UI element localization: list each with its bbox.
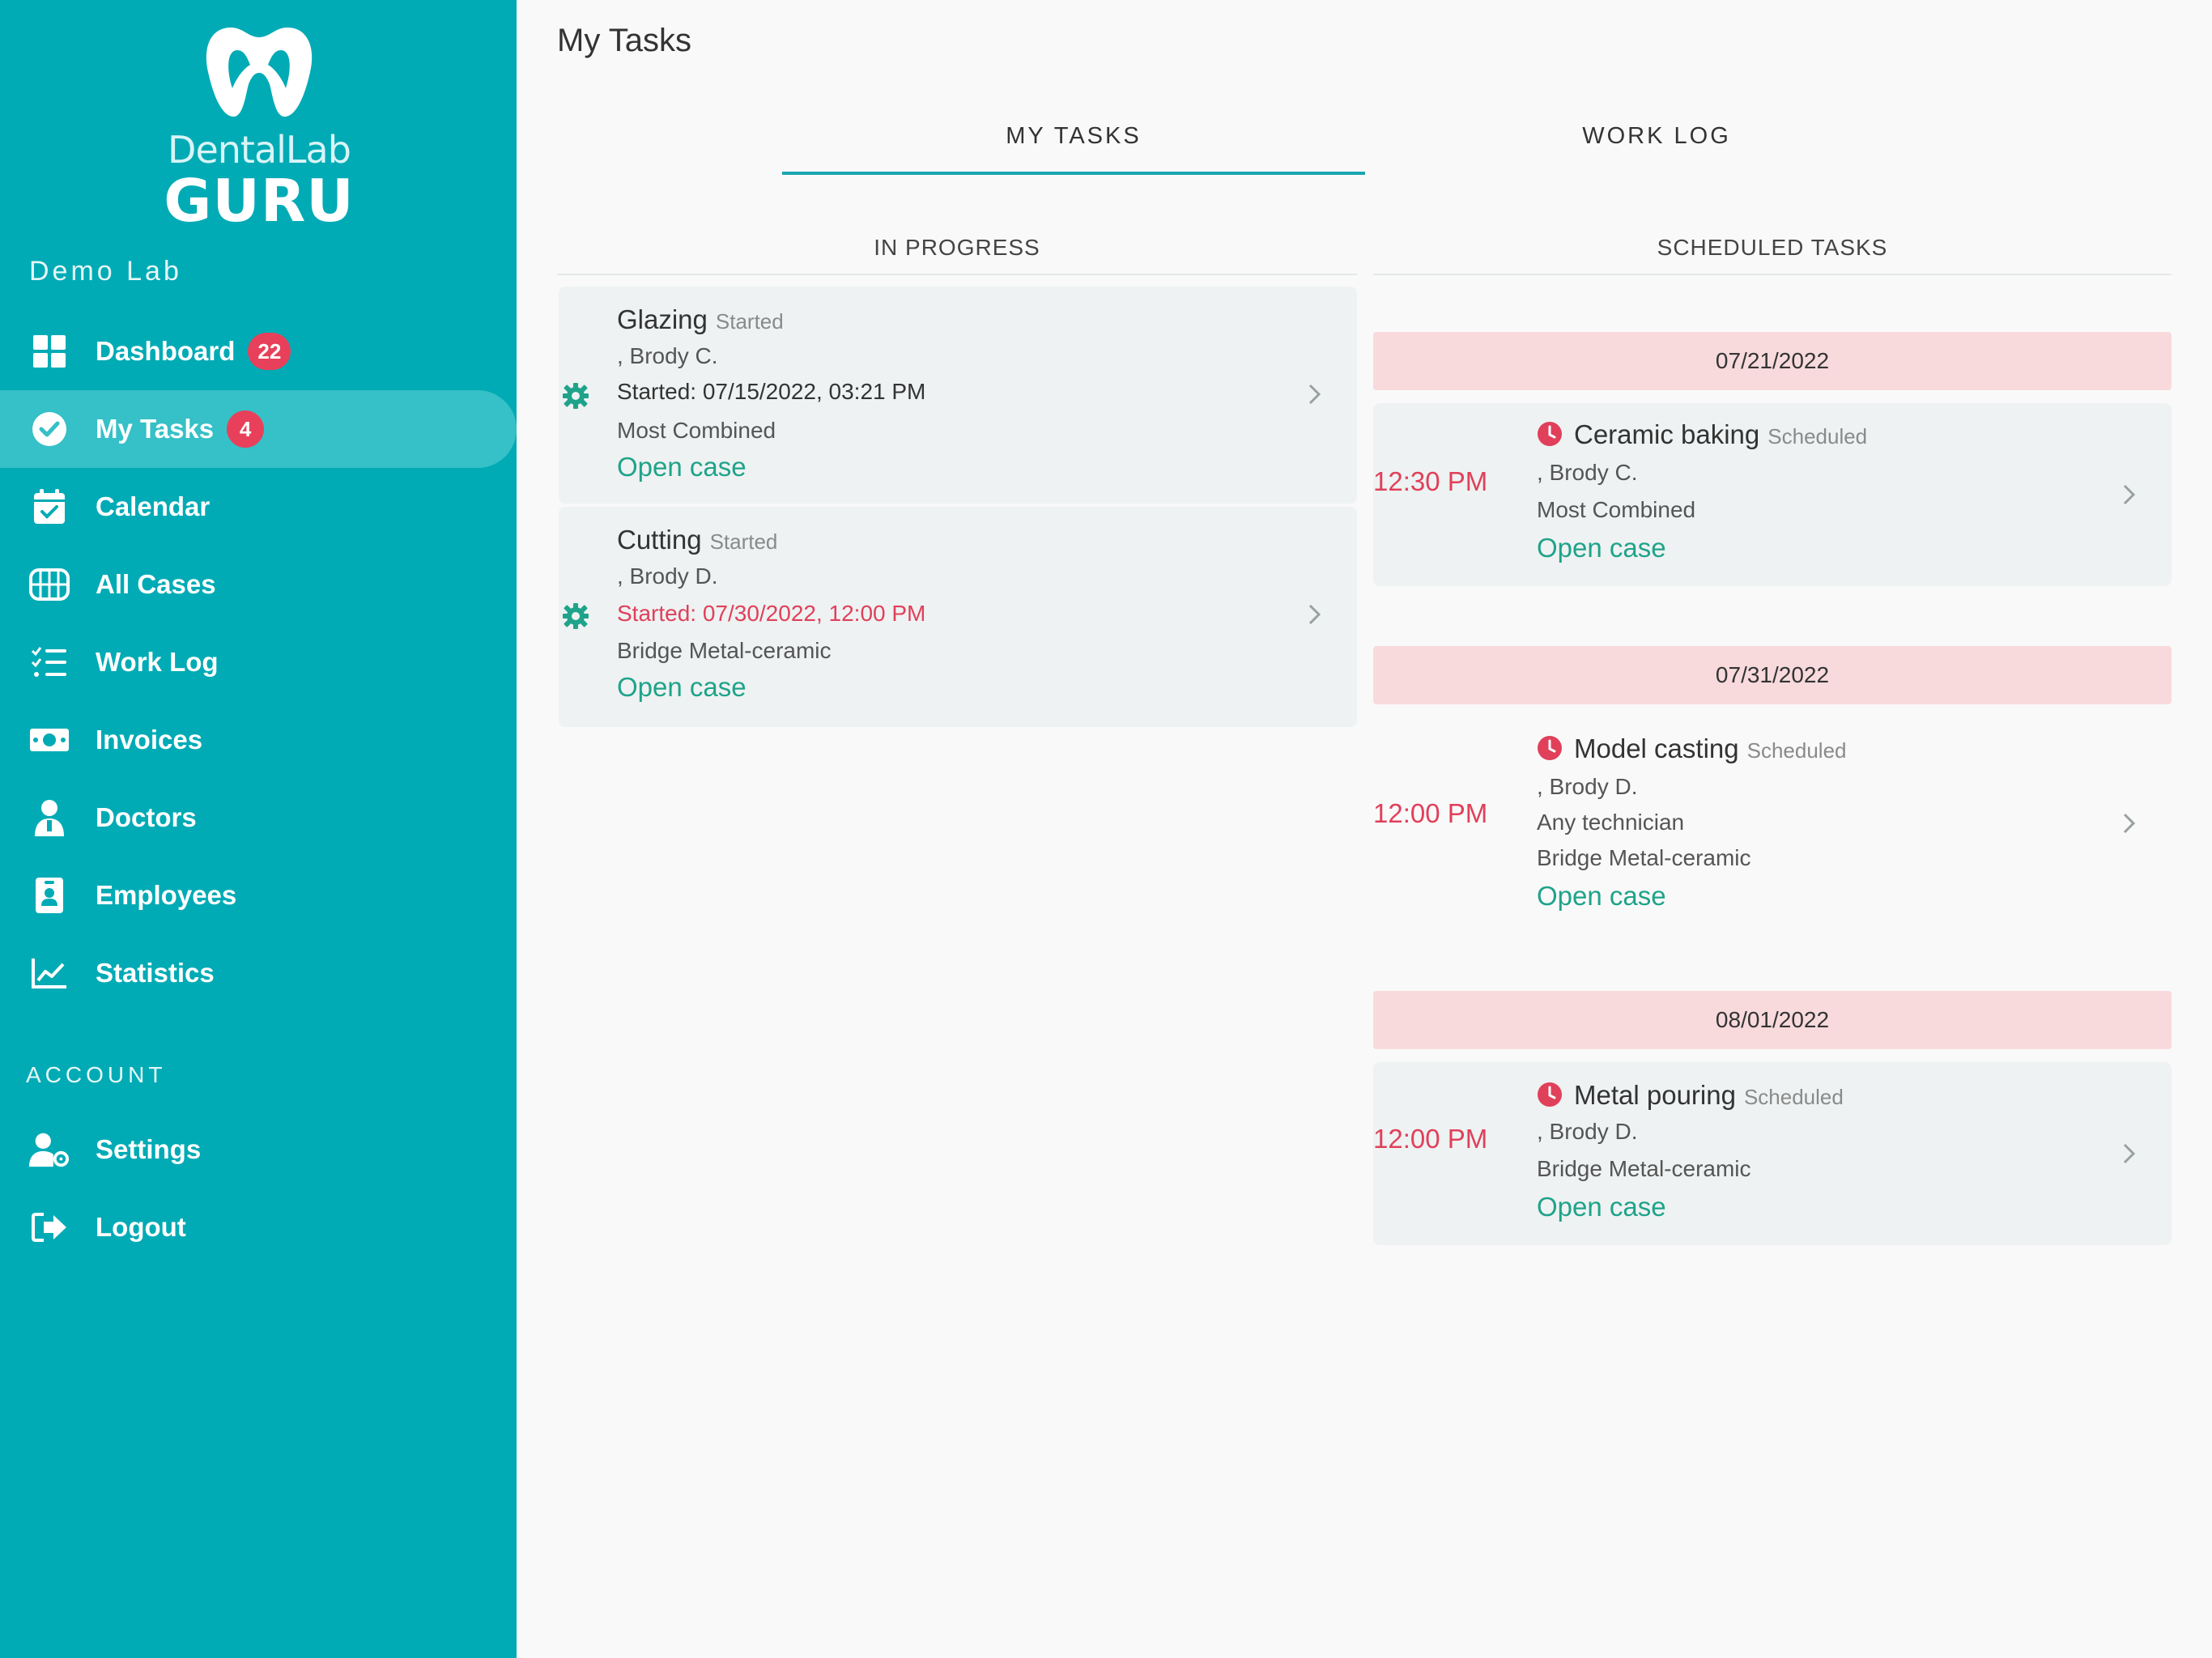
brand-line1: DentalLab	[168, 128, 351, 172]
date-header: 07/21/2022	[1373, 332, 2172, 390]
task-person: , Brody D.	[1537, 1119, 1638, 1144]
nav-item-calendar[interactable]: Calendar	[0, 468, 517, 546]
account-section-label: ACCOUNT	[26, 1062, 167, 1087]
open-case-link[interactable]: Open case	[1537, 881, 1666, 911]
scheduled-task-card[interactable]: 12:00 PM Model casting Scheduled , Brody …	[1373, 716, 2172, 934]
task-product: Bridge Metal-ceramic	[617, 638, 832, 663]
user-gear-icon	[29, 1129, 70, 1170]
tab-work-log[interactable]: WORK LOG	[1582, 123, 1731, 149]
nav-item-employees[interactable]: Employees	[0, 857, 517, 934]
teeth-icon	[29, 564, 70, 605]
scheduled-task-card[interactable]: 12:30 PM Ceramic baking Scheduled , Brody…	[1373, 403, 2172, 586]
chevron-right-icon	[2123, 813, 2136, 834]
clock-icon	[1538, 422, 1562, 446]
nav-item-statistics[interactable]: Statistics	[0, 934, 517, 1012]
nav-item-invoices[interactable]: Invoices	[0, 701, 517, 779]
account-nav: Settings Logout	[0, 1111, 517, 1266]
task-status: Scheduled	[1767, 424, 1868, 449]
task-person: , Brody C.	[617, 343, 718, 368]
nav-label: Employees	[96, 880, 237, 910]
in-progress-header: IN PROGRESS	[557, 235, 1357, 275]
list-check-icon	[29, 642, 70, 682]
tab-my-tasks[interactable]: MY TASKS	[782, 105, 1365, 175]
task-title: Ceramic baking	[1574, 419, 1760, 449]
nav-label: Work Log	[96, 647, 219, 677]
nav-item-logout[interactable]: Logout	[0, 1188, 517, 1266]
task-time: 12:00 PM	[1373, 798, 1488, 828]
id-badge-icon	[29, 875, 70, 916]
brand-line2: GURU	[164, 167, 355, 235]
task-person: , Brody D.	[1537, 774, 1638, 799]
task-status: Scheduled	[1746, 738, 1847, 763]
nav-item-all-cases[interactable]: All Cases	[0, 546, 517, 623]
tooth-logo-icon	[206, 28, 313, 117]
open-case-link[interactable]: Open case	[617, 452, 747, 482]
task-person: , Brody D.	[617, 563, 718, 589]
chevron-right-icon	[1308, 604, 1321, 625]
task-title: Metal pouring	[1574, 1080, 1736, 1110]
task-product: Most Combined	[617, 418, 776, 443]
scheduled-tasks-header: SCHEDULED TASKS	[1373, 235, 2172, 275]
page-title: My Tasks	[557, 23, 691, 58]
chart-line-icon	[29, 953, 70, 993]
task-technician: Any technician	[1537, 810, 1685, 835]
nav-item-doctors[interactable]: Doctors	[0, 779, 517, 857]
task-product: Bridge Metal-ceramic	[1537, 845, 1751, 870]
task-title: Cutting	[617, 525, 702, 555]
gear-icon	[563, 383, 589, 409]
nav-item-dashboard[interactable]: Dashboard 22	[0, 312, 517, 390]
calendar-check-icon	[29, 487, 70, 527]
nav-label: Calendar	[96, 491, 211, 521]
logout-icon	[29, 1207, 70, 1248]
nav-item-work-log[interactable]: Work Log	[0, 623, 517, 701]
main-nav: Dashboard 22 My Tasks 4 Calendar All Cas…	[0, 312, 517, 1012]
nav-label: Invoices	[96, 725, 203, 755]
lab-name: Demo Lab	[29, 256, 182, 287]
task-started: Started: 07/30/2022, 12:00 PM	[617, 601, 926, 626]
task-status: Scheduled	[1743, 1085, 1844, 1109]
nav-label: My Tasks	[96, 414, 215, 444]
task-product: Most Combined	[1537, 497, 1696, 522]
task-time: 12:00 PM	[1373, 1124, 1488, 1154]
nav-label: Logout	[96, 1212, 186, 1242]
task-status: Started	[709, 529, 778, 554]
date-header: 08/01/2022	[1373, 991, 2172, 1049]
count-badge: 4	[227, 410, 265, 448]
open-case-link[interactable]: Open case	[1537, 1192, 1666, 1222]
nav-label: Doctors	[96, 802, 197, 832]
app-logo: DentalLab GURU	[154, 19, 364, 230]
task-started: Started: 07/15/2022, 03:21 PM	[617, 379, 926, 404]
nav-label: Dashboard	[96, 336, 236, 366]
task-time: 12:30 PM	[1373, 466, 1488, 496]
task-card[interactable]: Cutting Started , Brody D. Started: 07/30…	[559, 507, 1357, 727]
clock-icon	[1538, 736, 1562, 760]
clock-icon	[1538, 1082, 1562, 1107]
nav-label: All Cases	[96, 569, 216, 599]
tab-bar: MY TASKS WORK LOG	[782, 105, 1950, 175]
task-status: Started	[715, 309, 784, 334]
chevron-right-icon	[2123, 484, 2136, 505]
sidebar: DentalLab GURU Demo Lab Dashboard 22 My …	[0, 0, 517, 1658]
grid-icon	[29, 331, 70, 372]
open-case-link[interactable]: Open case	[617, 672, 747, 702]
money-icon	[29, 720, 70, 760]
gear-icon	[563, 603, 589, 629]
chevron-right-icon	[2123, 1143, 2136, 1164]
doctor-icon	[29, 797, 70, 838]
date-header: 07/31/2022	[1373, 646, 2172, 704]
nav-label: Statistics	[96, 958, 215, 988]
nav-item-my-tasks[interactable]: My Tasks 4	[0, 390, 517, 468]
task-card[interactable]: Glazing Started , Brody C. Started: 07/15…	[559, 287, 1357, 504]
check-circle-icon	[29, 409, 70, 449]
nav-item-settings[interactable]: Settings	[0, 1111, 517, 1188]
open-case-link[interactable]: Open case	[1537, 533, 1666, 563]
count-badge: 22	[248, 333, 291, 370]
task-title: Glazing	[617, 304, 708, 334]
task-product: Bridge Metal-ceramic	[1537, 1156, 1751, 1181]
scheduled-task-card[interactable]: 12:00 PM Metal pouring Scheduled , Brody …	[1373, 1062, 2172, 1245]
task-person: , Brody C.	[1537, 460, 1638, 485]
nav-label: Settings	[96, 1134, 202, 1164]
task-title: Model casting	[1574, 733, 1739, 763]
chevron-right-icon	[1308, 384, 1321, 405]
